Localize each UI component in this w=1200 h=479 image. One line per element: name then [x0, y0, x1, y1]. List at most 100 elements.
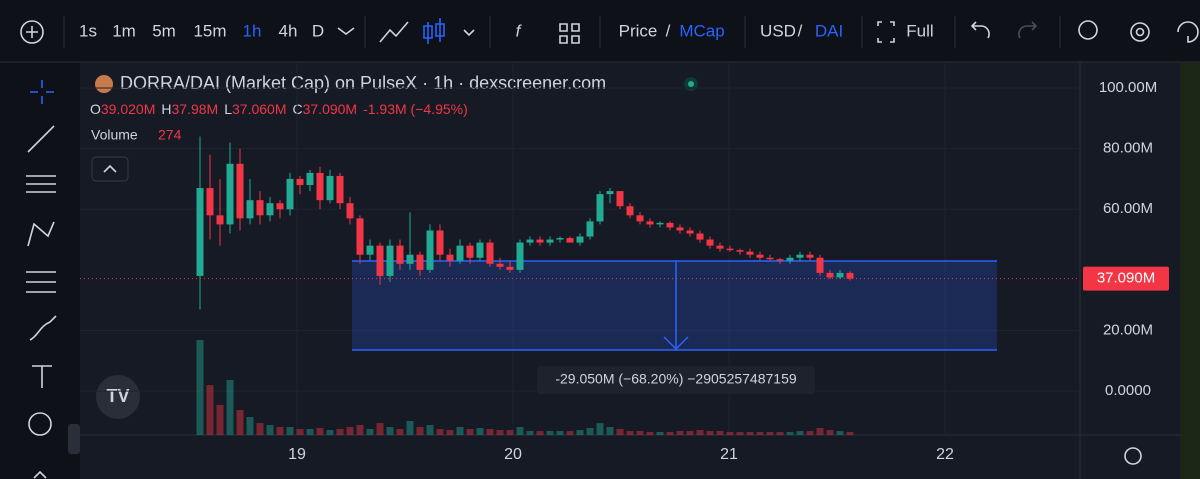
axis-settings[interactable] [1124, 447, 1142, 465]
add-icon [26, 26, 38, 38]
candle-body [396, 245, 404, 264]
redo-button[interactable] [1018, 21, 1038, 39]
brush-tool[interactable] [29, 315, 57, 341]
last-price-box [1083, 266, 1169, 291]
interval-button[interactable]: 15m [193, 21, 226, 40]
volume-bar [736, 432, 744, 435]
candle-body [486, 242, 494, 264]
candle-body [206, 188, 214, 216]
candle-body [846, 272, 854, 279]
candle-body [376, 245, 384, 276]
ohlc-change: -1.93M (−4.95%) [363, 101, 468, 117]
search-button[interactable] [1078, 20, 1098, 40]
undo-button[interactable] [970, 21, 990, 39]
interval-button[interactable]: 1h [243, 21, 262, 40]
measure-box [352, 261, 997, 350]
candle-body [756, 254, 764, 258]
volume-bar [846, 432, 854, 435]
volume-bar [346, 427, 354, 435]
interval-button[interactable]: 5m [152, 21, 176, 40]
candle-body [596, 194, 604, 222]
candle-chart-button[interactable] [423, 18, 445, 44]
candle-body [556, 238, 564, 240]
volume-bar [396, 429, 404, 435]
volume-bar [586, 428, 594, 435]
line-chart-button[interactable] [379, 21, 409, 43]
chart-type-menu[interactable] [463, 29, 475, 37]
volume-bar [666, 432, 674, 435]
x-tick-label: 21 [720, 446, 738, 463]
volume-bar [546, 431, 554, 435]
interval-group: 1s 1m 5m 15m 1h 4h D [79, 21, 324, 40]
volume-bar [406, 421, 414, 435]
indicators-button[interactable]: f [516, 21, 523, 40]
interval-button[interactable]: 1s [79, 21, 97, 40]
candle-body [826, 272, 834, 278]
add-symbol[interactable] [20, 20, 44, 44]
volume-bar [356, 425, 364, 435]
snapshot-button[interactable] [1177, 21, 1199, 43]
interval-button[interactable]: D [312, 21, 324, 40]
interval-button[interactable]: 1m [112, 21, 136, 40]
candle-body [386, 245, 394, 276]
candle-body [546, 239, 554, 243]
price-toggle[interactable]: Price [619, 21, 658, 40]
collapse-toolbar[interactable] [68, 424, 80, 454]
candle-body [216, 215, 224, 225]
volume-bar [326, 430, 334, 435]
plot: 0.0000 20.00M 60.00M 80.00M 100.00M 19 20 21 22 -… [80, 62, 1169, 463]
volume-bar [646, 432, 654, 435]
volume-bar [446, 430, 454, 435]
interval-button[interactable]: 4h [279, 21, 298, 40]
volume-bar [376, 423, 384, 435]
candle-body [786, 257, 794, 261]
text-tool[interactable] [32, 365, 52, 388]
collapse-legend[interactable] [91, 156, 129, 182]
volume-bar [256, 423, 264, 435]
volume-bar [366, 429, 374, 435]
candle-body [696, 233, 704, 240]
volume-bar [266, 425, 274, 435]
emoji-tool[interactable] [28, 412, 52, 436]
candle-body [836, 272, 844, 278]
usd-toggle[interactable]: USD [760, 21, 796, 40]
volume-bar [476, 428, 484, 435]
dai-toggle[interactable]: DAI [815, 21, 843, 40]
volume-bar [466, 429, 474, 435]
volume-bar [486, 429, 494, 435]
volume-bar [386, 427, 394, 435]
fib-tool[interactable] [26, 175, 56, 193]
mcap-toggle[interactable]: MCap [679, 21, 724, 40]
ohlc-value: 37.98M [172, 101, 219, 117]
candle-body [806, 254, 814, 258]
legend-title: DORRA/DAI (Market Cap) on PulseX · 1h · … [120, 73, 606, 93]
settings-icon [1135, 27, 1145, 37]
tradingview-logo[interactable] [96, 375, 140, 419]
token-icon [95, 75, 113, 93]
pattern-tool[interactable] [27, 221, 55, 247]
candle-body [406, 254, 414, 264]
layouts-button[interactable] [559, 23, 580, 44]
more-intervals[interactable] [337, 27, 355, 35]
y-tick-label: 80.00M [1103, 140, 1153, 157]
candle-body [736, 250, 744, 252]
x-tick-label: 19 [288, 446, 306, 463]
candle-body [646, 221, 654, 225]
trend-line-tool[interactable] [27, 125, 55, 153]
settings-button[interactable] [1130, 22, 1150, 42]
candle-body [306, 172, 314, 186]
y-tick-label: 100.00M [1099, 79, 1157, 96]
prediction-tool[interactable] [26, 271, 56, 293]
fullscreen-button[interactable]: Full [906, 21, 933, 40]
candle-body [656, 222, 664, 225]
crosshair-tool[interactable] [30, 80, 54, 104]
candle-body [536, 239, 544, 243]
candle-body [286, 178, 294, 210]
volume-bar [526, 431, 534, 435]
ruler-tool[interactable] [33, 470, 47, 479]
x-tick-label: 20 [504, 446, 522, 463]
candle-body [686, 230, 694, 234]
fullscreen-icon [877, 21, 895, 43]
volume-value: 274 [158, 127, 182, 143]
